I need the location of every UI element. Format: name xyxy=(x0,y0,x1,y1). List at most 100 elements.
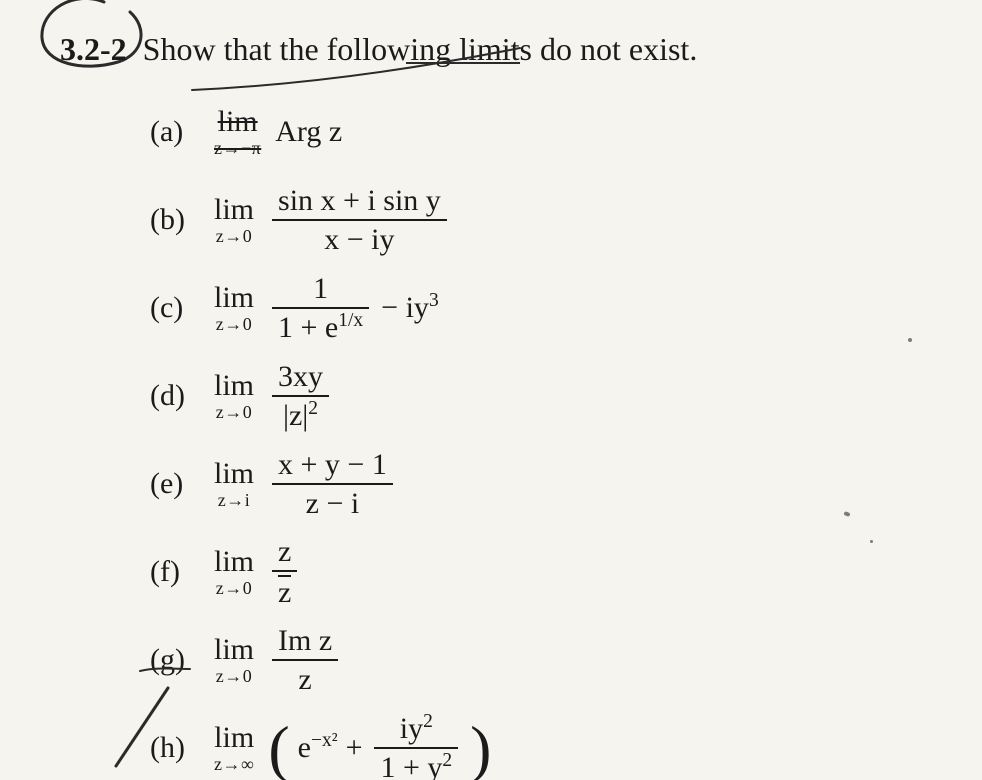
page: 3.2-2 Show that the following limits do … xyxy=(0,0,982,780)
lim-sub-b: z→0 xyxy=(216,227,253,245)
item-h: (h) lim z→∞ ( e−x² + iy2 1 + y2 xyxy=(150,709,942,780)
lim-sub-d: z→0 xyxy=(216,403,253,421)
frac-bar xyxy=(374,747,458,749)
lim-block: lim z→0 xyxy=(214,635,254,685)
sub-item-list: (a) lim z→−π Arg z (b) lim z→0 sin x + i… xyxy=(150,93,942,780)
lim-word-struck: lim xyxy=(218,107,258,137)
lim-block: lim z→0 xyxy=(214,195,254,245)
frac-num: 1 xyxy=(307,273,334,305)
num-sup: 2 xyxy=(423,711,433,732)
item-a-expr: lim z→−π Arg z xyxy=(214,107,342,157)
item-g-label: (g) xyxy=(150,643,214,677)
lim-block: lim z→−π xyxy=(214,107,261,157)
frac-bar xyxy=(272,395,329,397)
item-f: (f) lim z→0 z z xyxy=(150,533,942,611)
item-g: (g) lim z→0 Im z z xyxy=(150,621,942,699)
lim-word: lim xyxy=(214,371,254,401)
den-pre: 1 + y xyxy=(380,751,442,780)
item-h-label: (h) xyxy=(150,731,214,765)
item-f-label: (f) xyxy=(150,555,214,589)
frac-num: sin x + i sin y xyxy=(272,185,447,217)
den-pre: 1 + e xyxy=(278,311,338,344)
item-e-expr: lim z→i x + y − 1 z − i xyxy=(214,449,397,520)
item-d: (d) lim z→0 3xy |z|2 xyxy=(150,357,942,435)
item-b-label: (b) xyxy=(150,203,214,237)
frac-bar xyxy=(272,570,297,572)
lim-block: lim z→0 xyxy=(214,371,254,421)
lim-sub-h: z→∞ xyxy=(214,755,254,773)
lim-sub-a: z→−π xyxy=(214,139,261,157)
item-h-expr: lim z→∞ ( e−x² + iy2 1 + y2 ) xyxy=(214,713,491,780)
z-conjugate: z xyxy=(278,575,291,606)
lim-word: lim xyxy=(214,459,254,489)
plus-sign: + xyxy=(346,731,363,765)
lim-sub-e: z→i xyxy=(218,491,251,509)
underline-following xyxy=(406,62,520,64)
fraction-c: 1 1 + e1/x xyxy=(272,273,369,344)
fraction-h: iy2 1 + y2 xyxy=(374,713,458,780)
lim-word: lim xyxy=(214,635,254,665)
frac-den: z − i xyxy=(300,488,366,520)
problem-header: 3.2-2 Show that the following limits do … xyxy=(60,28,942,71)
item-a-label: (a) xyxy=(150,115,214,149)
item-c: (c) lim z→0 1 1 + e1/x − iy3 xyxy=(150,269,942,347)
fraction-b: sin x + i sin y x − iy xyxy=(272,185,447,256)
frac-den: 1 + y2 xyxy=(374,752,458,780)
tail-text: − iy xyxy=(381,291,429,324)
lim-sub-f: z→0 xyxy=(216,579,253,597)
item-b: (b) lim z→0 sin x + i sin y x − iy xyxy=(150,181,942,259)
arg-z: Arg z xyxy=(275,115,342,149)
frac-bar xyxy=(272,483,393,485)
item-f-expr: lim z→0 z z xyxy=(214,536,301,609)
item-e-label: (e) xyxy=(150,467,214,501)
den-pre: |z| xyxy=(283,399,308,432)
lim-block: lim z→i xyxy=(214,459,254,509)
fraction-g: Im z z xyxy=(272,625,338,696)
item-d-label: (d) xyxy=(150,379,214,413)
frac-num: z xyxy=(272,536,297,568)
lim-word: lim xyxy=(214,547,254,577)
right-paren: ) xyxy=(470,723,491,774)
lim-word: lim xyxy=(214,283,254,313)
den-sup: 2 xyxy=(308,398,318,419)
frac-bar xyxy=(272,659,338,661)
item-c-expr: lim z→0 1 1 + e1/x − iy3 xyxy=(214,273,439,344)
lim-sub-g: z→0 xyxy=(216,667,253,685)
paper-speck xyxy=(908,338,912,342)
item-g-expr: lim z→0 Im z z xyxy=(214,625,342,696)
fraction-e: x + y − 1 z − i xyxy=(272,449,393,520)
problem-number: 3.2-2 xyxy=(60,31,127,67)
item-a: (a) lim z→−π Arg z xyxy=(150,93,942,171)
tail-c: − iy3 xyxy=(381,291,439,325)
lim-block: lim z→∞ xyxy=(214,723,254,773)
frac-den: z xyxy=(272,575,297,609)
frac-num: Im z xyxy=(272,625,338,657)
item-d-expr: lim z→0 3xy |z|2 xyxy=(214,361,333,432)
fraction-d: 3xy |z|2 xyxy=(272,361,329,432)
den-sup: 2 xyxy=(442,750,452,771)
frac-num: iy2 xyxy=(394,713,439,745)
frac-den: z xyxy=(292,664,317,696)
lim-word: lim xyxy=(214,195,254,225)
tail-sup: 3 xyxy=(429,290,439,311)
frac-den: x − iy xyxy=(318,224,400,256)
frac-den: |z|2 xyxy=(277,400,324,432)
term1-base: e xyxy=(298,731,311,764)
paper-speck xyxy=(870,540,873,543)
lim-block: lim z→0 xyxy=(214,547,254,597)
frac-num: 3xy xyxy=(272,361,329,393)
frac-bar xyxy=(272,219,447,221)
item-e: (e) lim z→i x + y − 1 z − i xyxy=(150,445,942,523)
lim-word: lim xyxy=(214,723,254,753)
frac-num: x + y − 1 xyxy=(272,449,393,481)
item-c-label: (c) xyxy=(150,291,214,325)
frac-den: 1 + e1/x xyxy=(272,312,369,344)
prompt-before: Show that the xyxy=(143,31,327,67)
pen-underline-g xyxy=(138,665,192,675)
item-b-expr: lim z→0 sin x + i sin y x − iy xyxy=(214,185,451,256)
num-pre: iy xyxy=(400,712,423,745)
left-paren: ( xyxy=(268,723,289,774)
term1: e−x² xyxy=(298,731,338,765)
lim-sub-c: z→0 xyxy=(216,315,253,333)
den-sup: 1/x xyxy=(338,310,363,331)
